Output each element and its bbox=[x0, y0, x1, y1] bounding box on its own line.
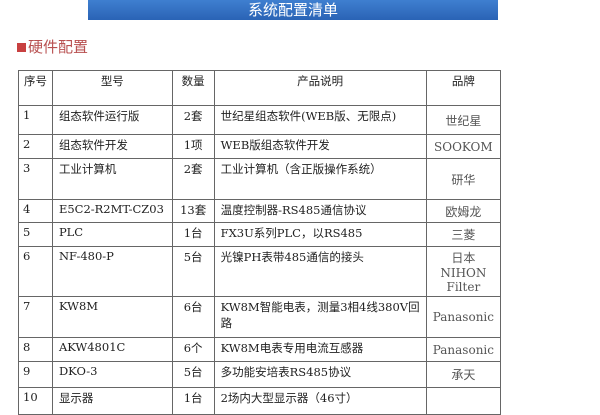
row-qty: 1台 bbox=[171, 222, 215, 247]
row-desc: 工业计算机（含正版操作系统） bbox=[213, 158, 427, 200]
table-row: 5 PLC 1台 FX3U系列PLC，以RS485 三菱 bbox=[18, 222, 502, 247]
header-desc: 产品说明 bbox=[213, 70, 427, 106]
row-model: PLC bbox=[51, 222, 173, 247]
row-model: 工业计算机 bbox=[51, 158, 173, 200]
table-header: 序号 型号 数量 产品说明 品牌 bbox=[18, 70, 502, 106]
row-index: 5 bbox=[18, 222, 53, 247]
header-brand: 品牌 bbox=[425, 70, 502, 106]
table-row: 10 显示器 1台 2场内大型显示器（46寸） bbox=[18, 387, 502, 415]
row-qty: 2套 bbox=[171, 105, 215, 135]
row-index: 4 bbox=[18, 199, 53, 223]
row-index: 8 bbox=[18, 337, 53, 362]
row-index: 2 bbox=[18, 134, 53, 159]
row-brand: 三菱 bbox=[425, 222, 502, 247]
row-model: KW8M bbox=[51, 296, 173, 338]
table-row: 4 E5C2-R2MT-CZ03 13套 温度控制器-RS485通信协议 欧姆龙 bbox=[18, 199, 502, 223]
header-qty: 数量 bbox=[171, 70, 215, 106]
row-qty: 2套 bbox=[171, 158, 215, 200]
page-banner: 系统配置清单 bbox=[88, 0, 498, 20]
table-row: 8 AKW4801C 6个 KW8M电表专用电流互感器 Panasonic bbox=[18, 337, 502, 362]
row-qty: 6台 bbox=[171, 296, 215, 338]
row-qty: 5台 bbox=[171, 246, 215, 297]
row-brand: SOOKOM bbox=[425, 134, 502, 159]
row-brand: 日本NIHON Filter bbox=[425, 246, 502, 297]
row-qty: 5台 bbox=[171, 361, 215, 388]
row-index: 6 bbox=[18, 246, 53, 297]
table-row: 7 KW8M 6台 KW8M智能电表，测量3相4线380V回路 Panasonic bbox=[18, 296, 502, 338]
row-brand: 欧姆龙 bbox=[425, 199, 502, 223]
row-desc: 光镍PH表带485通信的接头 bbox=[213, 246, 427, 297]
row-desc: 多功能安培表RS485协议 bbox=[213, 361, 427, 388]
row-desc: 温度控制器-RS485通信协议 bbox=[213, 199, 427, 223]
row-index: 3 bbox=[18, 158, 53, 200]
row-model: E5C2-R2MT-CZ03 bbox=[51, 199, 173, 223]
table-row: 6 NF-480-P 5台 光镍PH表带485通信的接头 日本NIHON Filter bbox=[18, 246, 502, 297]
row-index: 9 bbox=[18, 361, 53, 388]
table-row: 1 组态软件运行版 2套 世纪星组态软件(WEB版、无限点) 世纪星 bbox=[18, 105, 502, 135]
header-index: 序号 bbox=[18, 70, 53, 106]
row-desc: 世纪星组态软件(WEB版、无限点) bbox=[213, 105, 427, 135]
row-model: NF-480-P bbox=[51, 246, 173, 297]
header-model: 型号 bbox=[51, 70, 173, 106]
row-brand: Panasonic bbox=[425, 337, 502, 362]
section-title: 硬件配置 bbox=[17, 36, 88, 57]
row-model: 显示器 bbox=[51, 387, 173, 415]
row-desc: KW8M智能电表，测量3相4线380V回路 bbox=[213, 296, 427, 338]
row-index: 7 bbox=[18, 296, 53, 338]
row-model: DKO-3 bbox=[51, 361, 173, 388]
config-table: 序号 型号 数量 产品说明 品牌 1 组态软件运行版 2套 世纪星组态软件(WEB版、… bbox=[18, 70, 502, 415]
row-brand: 承天 bbox=[425, 361, 502, 388]
row-model: 组态软件运行版 bbox=[51, 105, 173, 135]
row-desc: FX3U系列PLC，以RS485 bbox=[213, 222, 427, 247]
row-index: 1 bbox=[18, 105, 53, 135]
row-brand bbox=[425, 387, 502, 415]
table-row: 3 工业计算机 2套 工业计算机（含正版操作系统） 研华 bbox=[18, 158, 502, 200]
row-qty: 1台 bbox=[171, 387, 215, 415]
row-model: AKW4801C bbox=[51, 337, 173, 362]
square-bullet-icon bbox=[17, 43, 26, 52]
row-brand: 研华 bbox=[425, 158, 502, 200]
row-desc: WEB版组态软件开发 bbox=[213, 134, 427, 159]
row-brand: Panasonic bbox=[425, 296, 502, 338]
table-row: 2 组态软件开发 1项 WEB版组态软件开发 SOOKOM bbox=[18, 134, 502, 159]
row-index: 10 bbox=[18, 387, 53, 415]
row-qty: 6个 bbox=[171, 337, 215, 362]
row-model: 组态软件开发 bbox=[51, 134, 173, 159]
row-brand: 世纪星 bbox=[425, 105, 502, 135]
section-label: 硬件配置 bbox=[28, 38, 89, 56]
table-row: 9 DKO-3 5台 多功能安培表RS485协议 承天 bbox=[18, 361, 502, 388]
row-qty: 13套 bbox=[171, 199, 215, 223]
row-qty: 1项 bbox=[171, 134, 215, 159]
row-desc: KW8M电表专用电流互感器 bbox=[213, 337, 427, 362]
row-desc: 2场内大型显示器（46寸） bbox=[213, 387, 427, 415]
